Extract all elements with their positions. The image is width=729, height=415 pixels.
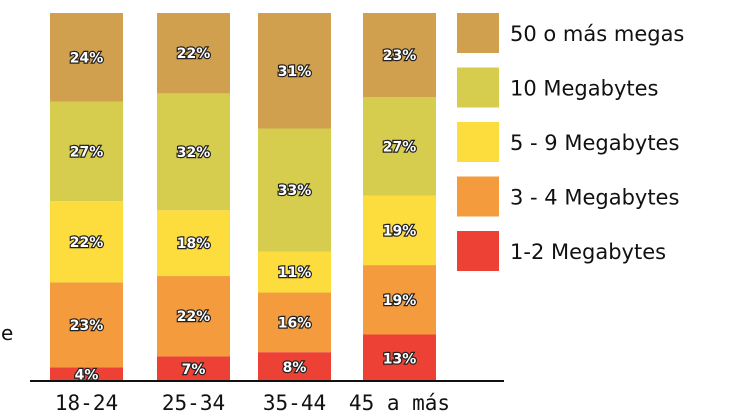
value-label-35-44-3-4-megabytes: 16% [278,315,312,331]
bar-segment-35-44-5-9-megabytes [258,251,331,293]
legend-swatch-10-megabytes [457,67,499,108]
x-axis-tick-labels: 18-24 25-34 35-44 45 a más [55,391,450,415]
legend-swatch-5-9-megabytes [457,122,499,162]
bar-segment-18-24-3-4-megabytes [50,282,123,368]
value-label-25-34-1-2-megabytes: 7% [182,362,206,378]
bar-segment-35-44-10-megabytes [258,128,331,252]
value-label-25-34-50-o-m-s-megas: 22% [177,46,211,62]
legend-label-3-4-megabytes: 3 - 4 Megabytes [510,186,679,210]
value-label-35-44-1-2-megabytes: 8% [283,360,307,376]
value-label-35-44-5-9-megabytes: 11% [278,265,312,281]
value-label-18-24-10-megabytes: 27% [70,144,104,160]
bar-segment-45-a-m-s-3-4-megabytes [363,265,436,335]
bar-segment-45-a-m-s-5-9-megabytes [363,195,436,266]
value-label-25-34-3-4-megabytes: 22% [177,309,211,325]
bar-segment-25-34-50-o-m-s-megas [157,13,230,94]
bar-segment-45-a-m-s-10-megabytes [363,97,436,196]
bar-segment-18-24-10-megabytes [50,101,123,202]
legend-swatch-50-o-m-s-megas [457,13,499,53]
legend: 50 o más megas 10 Megabytes 5 - 9 Megabyte… [457,13,684,271]
legend-label-10-megabytes: 10 Megabytes [510,77,659,101]
value-label-25-34-5-9-megabytes: 18% [177,236,211,252]
legend-label-5-9-megabytes: 5 - 9 Megabytes [510,131,679,155]
bar-segment-18-24-50-o-m-s-megas [50,13,123,102]
value-label-35-44-10-megabytes: 33% [278,183,312,199]
bar-segment-25-34-3-4-megabytes [157,276,230,357]
x-tick-label-18-24: 18-24 [55,391,118,415]
bar-segment-35-44-3-4-megabytes [258,292,331,353]
value-label-18-24-50-o-m-s-megas: 24% [70,50,104,66]
value-label-45-a-m-s-1-2-megabytes: 13% [383,351,417,367]
value-label-45-a-m-s-50-o-m-s-megas: 23% [383,48,417,64]
value-label-45-a-m-s-10-megabytes: 27% [383,139,417,155]
x-tick-label-35-44: 35-44 [263,391,326,415]
value-label-25-34-10-megabytes: 32% [177,145,211,161]
legend-swatch-3-4-megabytes [457,176,499,217]
bar-segment-25-34-5-9-megabytes [157,210,230,277]
value-label-35-44-50-o-m-s-megas: 31% [278,64,312,80]
bar-segment-18-24-5-9-megabytes [50,201,123,283]
legend-label-50-o-m-s-megas: 50 o más megas [510,22,684,46]
value-label-45-a-m-s-5-9-megabytes: 19% [383,223,417,239]
partial-cut-text: e [1,321,13,345]
legend-swatch-1-2-megabytes [457,231,499,271]
value-label-18-24-5-9-megabytes: 22% [70,235,104,251]
bar-segment-25-34-10-megabytes [157,93,230,211]
bar-segment-18-24-1-2-megabytes [50,367,123,382]
bar-segment-45-a-m-s-1-2-megabytes [363,334,436,382]
bar-segment-35-44-50-o-m-s-megas [258,13,331,129]
value-labels-layer: 4%23%22%27%24%7%22%18%32%22%8%16%11%33%3… [69,45,418,385]
bar-segment-35-44-1-2-megabytes [258,352,331,382]
x-tick-label-25-34: 25-34 [162,391,225,415]
bars-layer [50,13,436,382]
x-tick-label-45-a-m-s: 45 a más [349,391,450,415]
bar-segment-25-34-1-2-megabytes [157,356,230,382]
bar-segment-45-a-m-s-50-o-m-s-megas [363,13,436,98]
value-label-45-a-m-s-3-4-megabytes: 19% [383,293,417,309]
legend-label-1-2-megabytes: 1-2 Megabytes [510,240,666,264]
value-label-18-24-3-4-megabytes: 23% [70,318,104,334]
